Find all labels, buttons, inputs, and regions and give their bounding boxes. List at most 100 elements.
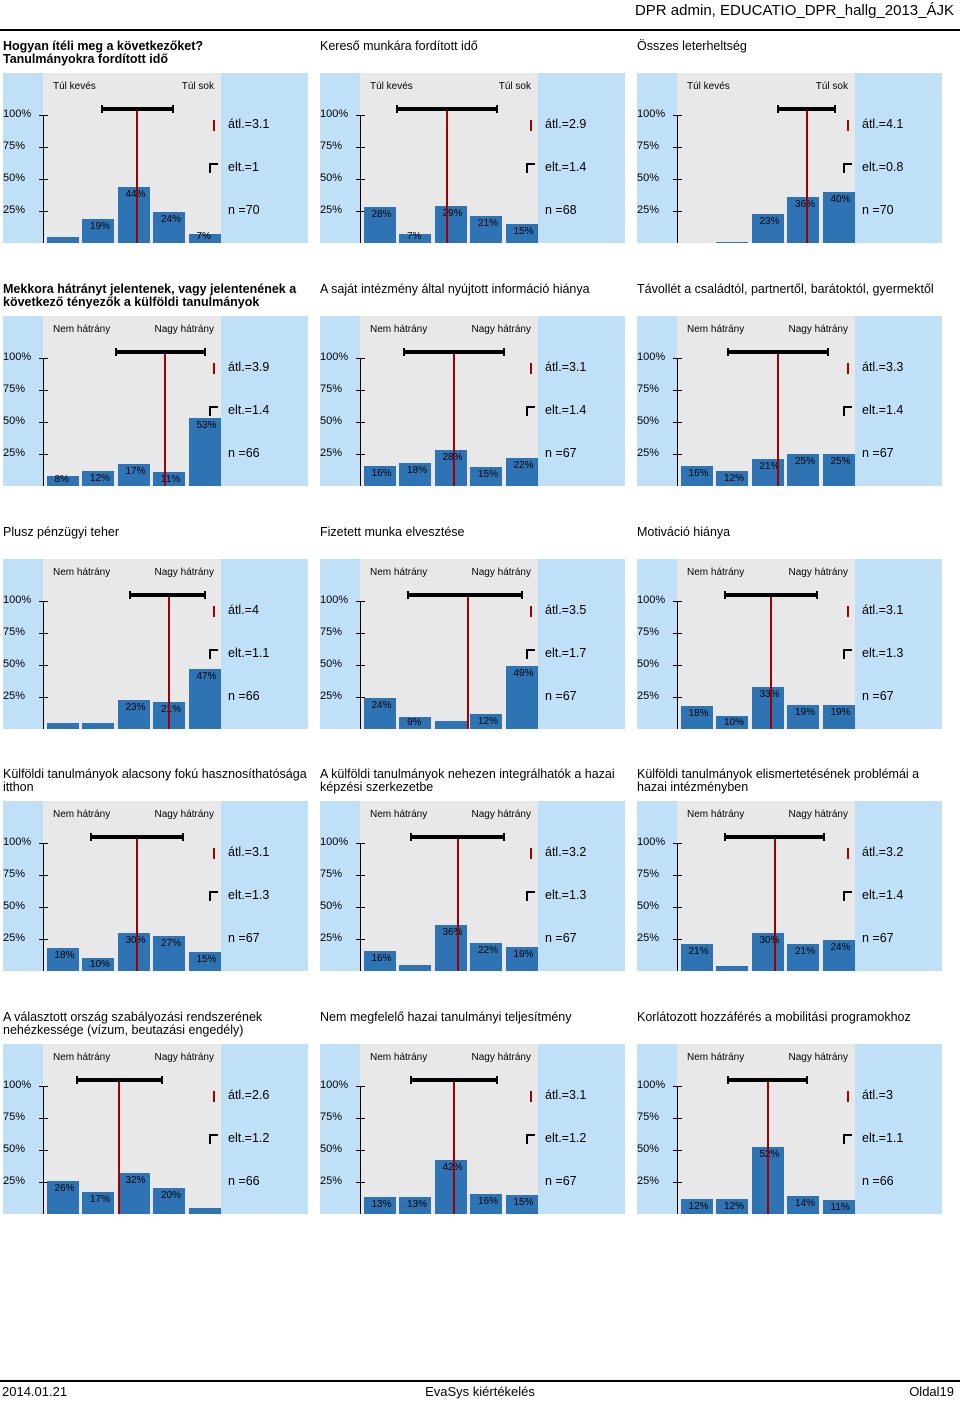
scale-left-label: Nem hátrány	[370, 809, 428, 820]
mean-icon	[530, 606, 532, 617]
mean-value: átl.=3.2	[862, 845, 904, 859]
y-tick	[39, 939, 48, 940]
bar-label: 20%	[161, 1190, 182, 1202]
bar	[363, 950, 396, 971]
bar	[505, 457, 538, 486]
bar-label: 28%	[443, 452, 463, 463]
y-tick-label: 75%	[320, 1111, 343, 1123]
bar	[399, 717, 431, 729]
y-tick-label: 50%	[3, 415, 26, 427]
mean-value: átl.=3.1	[545, 1088, 587, 1102]
bar	[716, 241, 748, 243]
chart-title: A külföldi tanulmányok nehezen integrálh…	[320, 767, 615, 794]
sd-bar-end	[816, 591, 819, 599]
n-value: n =67	[862, 446, 894, 460]
sd-value: elt.=1.4	[545, 160, 587, 174]
bar	[153, 212, 185, 243]
bar-label: 24%	[371, 700, 392, 712]
bar	[46, 236, 79, 243]
mean-value: átl.=3.9	[228, 360, 270, 374]
y-tick	[673, 454, 682, 455]
y-tick-label: 25%	[320, 690, 343, 702]
sd-icon	[209, 163, 218, 173]
chart-title: Motiváció hiánya	[637, 525, 731, 539]
y-tick-label: 100%	[3, 594, 32, 606]
bar-label: 36%	[795, 199, 815, 210]
y-tick	[356, 1182, 365, 1183]
bar-label: 19%	[795, 706, 816, 718]
y-tick-label: 75%	[320, 626, 343, 638]
y-tick	[39, 1086, 48, 1087]
sd-bar-end	[777, 105, 780, 113]
bar	[716, 470, 748, 486]
chart-title: Távollét a családtól, partnertől, baráto…	[637, 282, 934, 296]
mean-icon	[213, 606, 215, 617]
sd-bar	[129, 593, 205, 597]
sd-bar	[90, 835, 184, 839]
sd-bar-end	[128, 591, 131, 599]
bar	[46, 722, 79, 729]
y-tick	[356, 843, 365, 844]
bar-label: 42%	[443, 1162, 463, 1173]
y-tick-label: 50%	[637, 900, 660, 912]
bar	[680, 1198, 713, 1214]
y-tick-label: 25%	[637, 690, 660, 702]
chart-panel: Mekkora hátrányt jelentenek, vagy jelent…	[3, 283, 313, 523]
y-tick	[356, 115, 365, 116]
sd-value: elt.=1.4	[862, 888, 904, 902]
bar-label: 16%	[688, 467, 709, 479]
mean-value: átl.=2.6	[228, 1088, 270, 1102]
sd-bar	[397, 107, 497, 111]
mean-line	[770, 595, 773, 729]
y-tick	[356, 1150, 365, 1151]
footer-date: 2014.01.21	[2, 1384, 68, 1399]
y-tick-label: 25%	[3, 690, 26, 702]
bar	[188, 1207, 221, 1214]
bar-label: 21%	[795, 946, 816, 958]
y-tick	[39, 1118, 48, 1119]
y-tick-label: 25%	[3, 204, 26, 216]
bar	[680, 705, 713, 729]
mean-value: átl.=3.5	[545, 603, 587, 617]
y-tick	[356, 1118, 365, 1119]
bar	[505, 666, 538, 729]
bar-label: 15%	[196, 953, 217, 965]
bar-label: 15%	[478, 468, 499, 480]
bar-label: 16%	[371, 467, 392, 479]
sd-bar-end	[727, 348, 730, 356]
y-tick-label: 25%	[637, 1175, 660, 1187]
y-tick-label: 100%	[320, 351, 349, 363]
bar	[153, 1188, 185, 1214]
y-tick-label: 25%	[320, 447, 343, 459]
scale-left-label: Túl kevés	[370, 81, 413, 92]
bar-label: 24%	[161, 214, 182, 226]
y-tick	[39, 697, 48, 698]
sd-bar-end	[723, 833, 726, 841]
y-tick-label: 100%	[3, 108, 32, 120]
chart-panel: Távollét a családtól, partnertől, baráto…	[637, 283, 947, 523]
y-tick	[356, 147, 365, 148]
y-tick-label: 75%	[3, 140, 26, 152]
scale-right-label: Nagy hátrány	[788, 567, 848, 578]
y-tick-label: 50%	[320, 1143, 343, 1155]
bar-label: 12%	[90, 472, 111, 484]
sd-bar	[411, 1078, 497, 1082]
y-tick	[39, 422, 48, 423]
bar	[117, 1173, 150, 1214]
y-tick-label: 50%	[637, 415, 660, 427]
bar-label: 15%	[513, 225, 534, 237]
bar-label: 10%	[90, 959, 111, 970]
bar	[716, 716, 748, 729]
bar	[470, 216, 502, 243]
footer-center: EvaSys kiértékelés	[425, 1384, 535, 1399]
bar	[716, 965, 748, 971]
scale-right-label: Nagy hátrány	[788, 809, 848, 820]
n-value: n =70	[228, 203, 260, 217]
n-value: n =67	[862, 931, 894, 945]
mean-line	[168, 595, 170, 729]
sd-bar-end	[182, 833, 185, 841]
bar-label: 7%	[196, 231, 211, 242]
y-tick-label: 75%	[320, 868, 343, 880]
bar	[505, 1194, 538, 1214]
bar-label: 19%	[513, 948, 534, 960]
